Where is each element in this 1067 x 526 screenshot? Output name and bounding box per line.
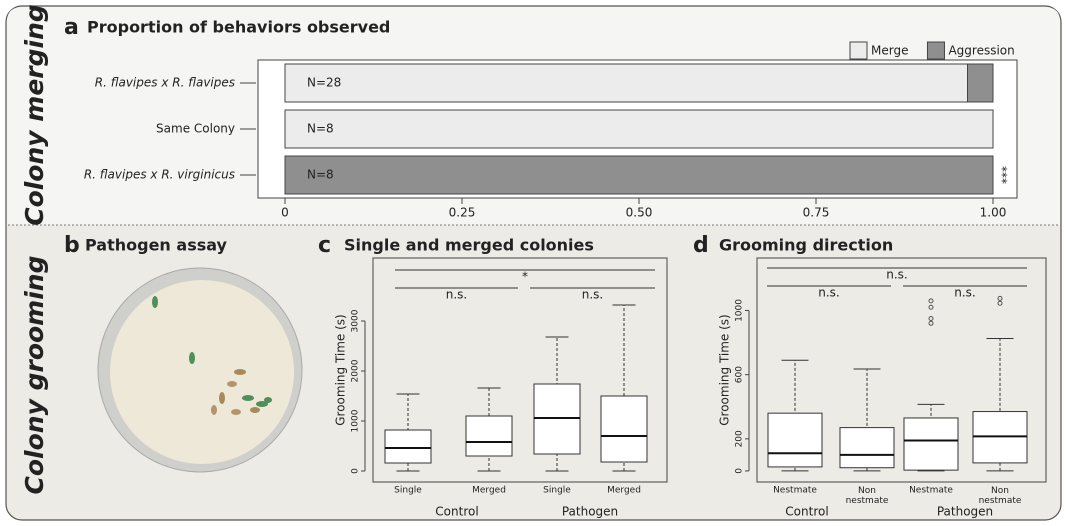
x-tick-label: 0.50 (626, 206, 653, 220)
comparison-label: n.s. (954, 286, 976, 300)
comparison-label: * (522, 270, 528, 284)
section-label: Colony merging (20, 4, 49, 226)
group-label: Pathogen (937, 505, 993, 519)
y-axis-label: Grooming Time (s) (718, 314, 732, 426)
x-tick-label: 0 (281, 206, 289, 220)
comparison-label: n.s. (886, 268, 908, 282)
bar-segment (285, 110, 993, 148)
legend-swatch (927, 42, 944, 59)
chart-title: Single and merged colonies (344, 236, 594, 255)
panel-letter: d (693, 233, 709, 258)
x-tick-label: Nestmate (773, 486, 817, 496)
legend-label: Aggression (948, 44, 1014, 58)
x-tick-label: 1.00 (980, 206, 1007, 220)
bar-segment (968, 64, 993, 102)
panel-letter: b (64, 233, 80, 258)
figure: Colony merging Colony grooming b Pathoge… (0, 0, 1067, 526)
panel-letter: c (318, 233, 331, 258)
group-label: Pathogen (562, 505, 618, 519)
group-label: Control (435, 505, 478, 519)
y-tick-label: 0 (735, 468, 745, 474)
y-tick-label: 2000 (351, 359, 361, 382)
y-tick-label: 1000 (351, 409, 361, 432)
annotation: N=8 (307, 122, 334, 136)
chart-title: Proportion of behaviors observed (87, 18, 390, 37)
x-tick-label: 0.75 (803, 206, 830, 220)
box (601, 396, 647, 462)
y-tick-label: 0 (351, 468, 361, 474)
y-tick-label: Same Colony (156, 122, 235, 136)
annotation: N=28 (307, 76, 341, 90)
box (768, 413, 822, 467)
comparison-label: n.s. (582, 288, 604, 302)
x-tick-label: Nestmate (909, 486, 953, 496)
comparison-label: n.s. (818, 286, 840, 300)
comparison-label: n.s. (446, 288, 468, 302)
annotation: N=8 (307, 168, 334, 182)
panel-title: Pathogen assay (85, 236, 228, 255)
legend-label: Merge (871, 44, 908, 58)
x-tick-label: Single (543, 486, 571, 496)
chart-title: Grooming direction (719, 236, 893, 255)
petri-dish-photo (98, 268, 302, 472)
y-tick-label: R. flavipes x R. virginicus (84, 168, 235, 182)
box (466, 416, 512, 456)
y-tick-label: 600 (735, 366, 745, 383)
x-tick-label: Single (394, 486, 422, 496)
legend-swatch (850, 42, 867, 59)
x-tick-label: Merged (472, 486, 506, 496)
y-tick-label: 1000 (735, 299, 745, 322)
y-tick-label: 200 (735, 430, 745, 447)
y-tick-label: R. flavipes x R. flavipes (95, 76, 235, 90)
x-tick-label: 0.25 (449, 206, 476, 220)
box (904, 418, 958, 470)
bar-segment (285, 64, 968, 102)
box (385, 430, 431, 463)
box (840, 428, 894, 468)
y-tick-label: 3000 (351, 309, 361, 332)
group-label: Control (785, 505, 828, 519)
x-tick-label: Merged (607, 486, 641, 496)
panel-letter: a (64, 15, 79, 40)
section-label: Colony grooming (20, 255, 49, 494)
y-axis-label: Grooming Time (s) (334, 314, 348, 426)
significance: *** (1000, 166, 1014, 184)
bar-segment (285, 156, 993, 194)
